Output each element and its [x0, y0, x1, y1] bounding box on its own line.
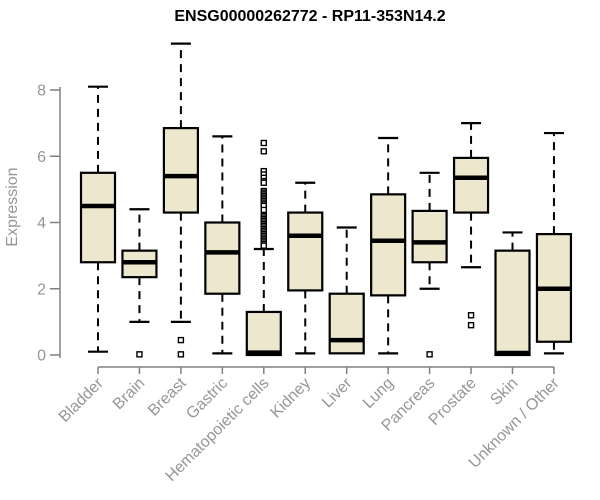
- box-brain: [121, 208, 158, 358]
- outlier-point: [426, 351, 433, 358]
- box-breast: [162, 42, 199, 358]
- box-rect: [494, 249, 531, 357]
- box-skin: [494, 231, 531, 357]
- box-lung: [370, 136, 407, 355]
- box-rect: [370, 193, 407, 297]
- x-tick-label-skin: Skin: [487, 375, 521, 409]
- box-rect: [287, 211, 324, 292]
- box-prostate: [452, 122, 490, 329]
- y-tick-label: 2: [37, 281, 46, 298]
- box-rect: [328, 292, 365, 355]
- box-rect: [162, 126, 199, 214]
- box-rect: [452, 156, 490, 214]
- outlier-point: [177, 351, 185, 358]
- box-rect: [79, 171, 117, 264]
- outlier-point: [260, 242, 267, 249]
- outlier-point: [260, 148, 267, 155]
- y-axis-label: Expression: [4, 167, 21, 246]
- box-rect: [245, 310, 282, 357]
- box-gastric: [204, 135, 241, 355]
- box-rect: [204, 221, 241, 295]
- outlier-point: [467, 312, 475, 319]
- x-tick-label-breast: Breast: [145, 374, 190, 419]
- outlier-point: [136, 351, 143, 358]
- y-tick-label: 0: [37, 348, 46, 365]
- box-pancreas: [411, 171, 448, 358]
- outlier-point: [177, 336, 185, 344]
- axes-layer: 0 2 4 6 8: [37, 83, 555, 374]
- x-tick-label-kidney: Kidney: [267, 375, 314, 422]
- box-kidney: [287, 181, 324, 355]
- y-tick-label: 6: [37, 149, 46, 166]
- x-tick-label-bladder: Bladder: [56, 374, 107, 425]
- outlier-point: [260, 179, 267, 186]
- box-hematopoietic-cells: [245, 139, 282, 357]
- chart-title: ENSG00000262772 - RP11-353N14.2: [174, 8, 445, 25]
- outlier-point: [260, 139, 267, 147]
- box-unknown-other: [535, 131, 573, 355]
- boxes-layer: [79, 42, 573, 358]
- box-liver: [328, 226, 365, 355]
- y-tick-label: 4: [37, 215, 46, 232]
- box-bladder: [79, 85, 117, 353]
- outlier-point: [260, 206, 267, 214]
- x-tick-label-lung: Lung: [360, 375, 397, 412]
- outlier-point: [467, 321, 475, 329]
- y-tick-label: 8: [37, 83, 46, 100]
- x-tick-label-brain: Brain: [110, 375, 148, 413]
- x-tick-label-liver: Liver: [319, 374, 356, 411]
- box-rect: [411, 209, 448, 264]
